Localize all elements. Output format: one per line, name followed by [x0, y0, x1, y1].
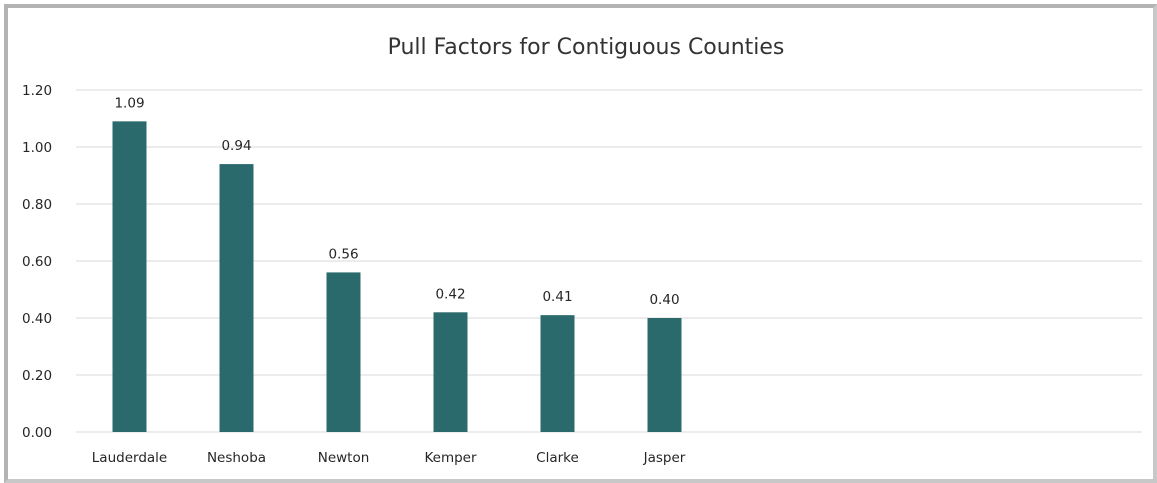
x-tick-label: Neshoba: [207, 450, 266, 466]
y-axis-tick-labels: 0.00 0.20 0.40 0.60 0.80 1.00 1.20: [22, 83, 52, 441]
y-tick-label: 0.80: [22, 197, 52, 213]
x-tick-label: Lauderdale: [92, 450, 167, 466]
bar-lauderdale: [112, 121, 147, 432]
y-tick-label: 1.20: [22, 83, 52, 99]
y-tick-label: 0.60: [22, 254, 52, 270]
gridlines: [76, 89, 1142, 433]
data-label: 1.09: [114, 95, 144, 111]
y-tick-label: 1.00: [22, 140, 52, 156]
data-label: 0.42: [435, 286, 465, 302]
x-tick-label: Newton: [318, 450, 370, 466]
data-label: 0.40: [649, 292, 679, 308]
bar-jasper: [647, 318, 682, 432]
data-label: 0.56: [328, 246, 358, 262]
chart-title: Pull Factors for Contiguous Counties: [388, 35, 785, 60]
chart-frame: [4, 4, 1157, 483]
bar-neshoba: [219, 164, 254, 432]
x-axis-tick-labels: Lauderdale Neshoba Newton Kemper Clarke Jaspe…: [92, 450, 686, 466]
bar-newton: [326, 272, 361, 432]
y-tick-label: 0.00: [22, 425, 52, 441]
x-tick-label: Clarke: [536, 450, 579, 466]
y-tick-label: 0.20: [22, 368, 52, 384]
y-tick-label: 0.40: [22, 311, 52, 327]
data-label: 0.94: [221, 138, 251, 154]
bars: [112, 121, 682, 432]
bar-kemper: [433, 312, 468, 432]
x-tick-label: Jasper: [643, 450, 686, 466]
data-label: 0.41: [542, 289, 572, 305]
data-labels: 1.09 0.94 0.56 0.42 0.41 0.40: [114, 95, 679, 308]
bar-clarke: [540, 315, 575, 432]
x-tick-label: Kemper: [424, 450, 477, 466]
